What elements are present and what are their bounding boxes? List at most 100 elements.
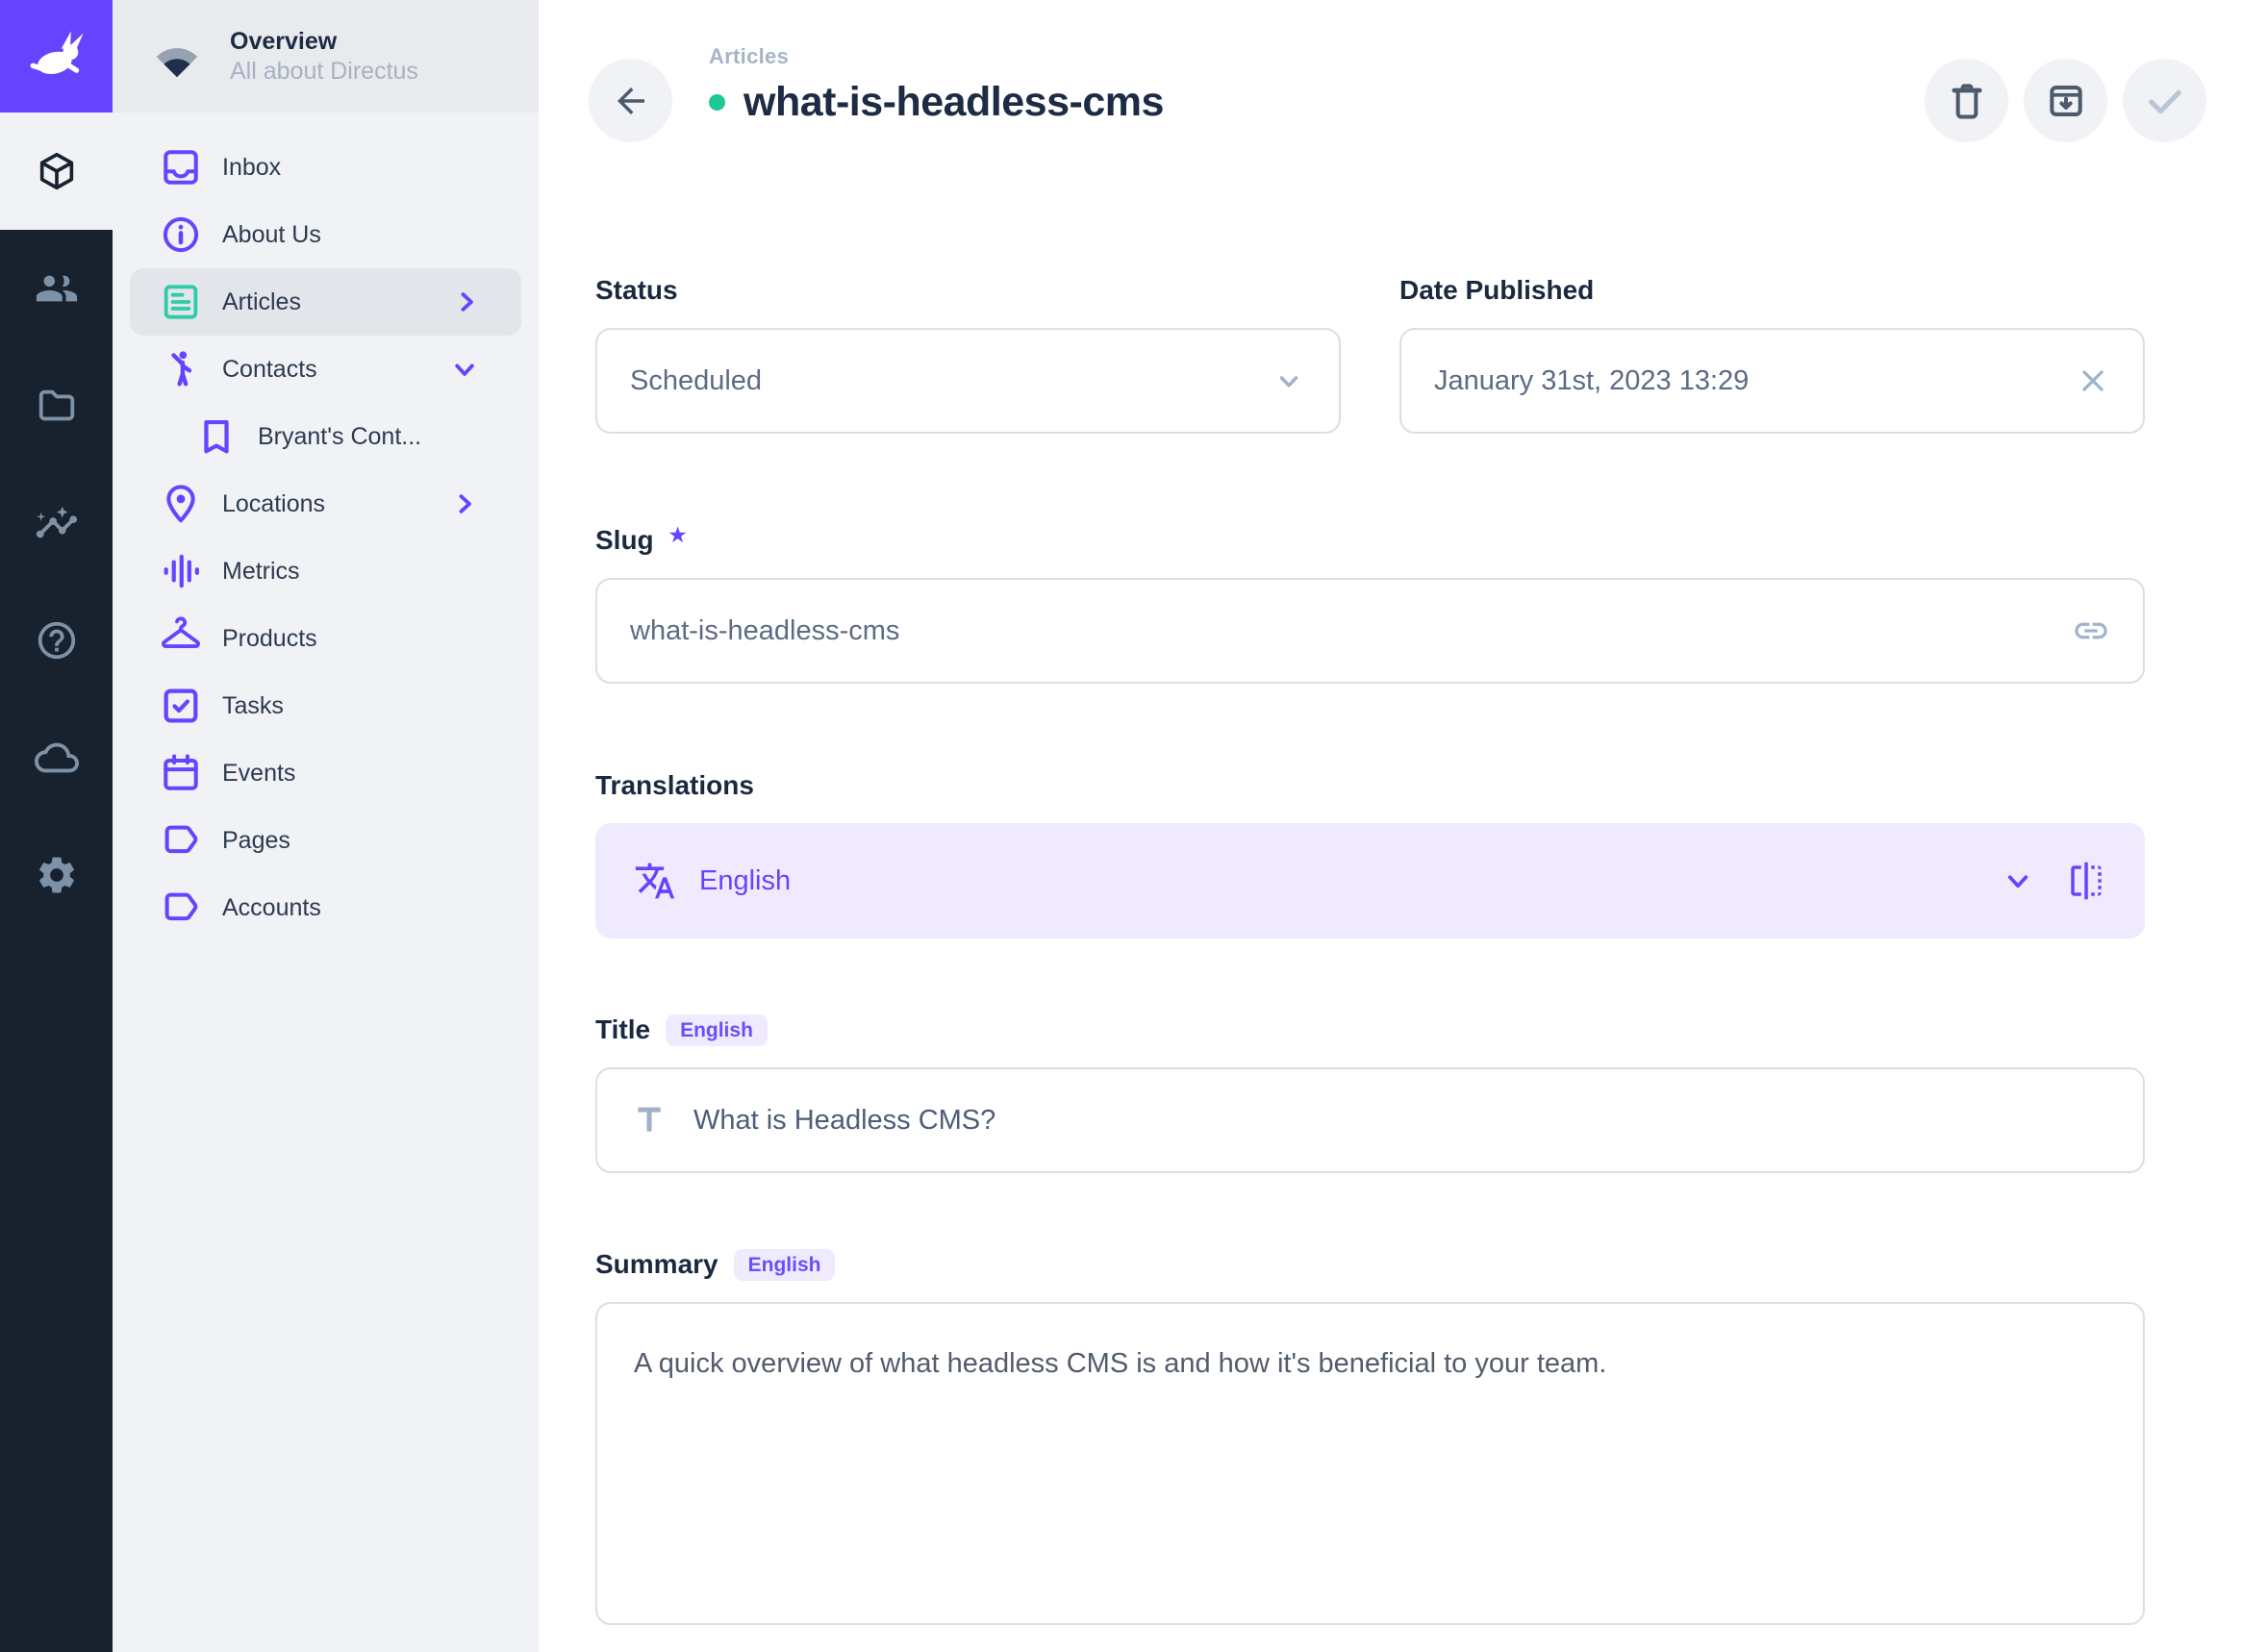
arrow-back-icon (617, 87, 644, 114)
clear-date-icon[interactable] (2076, 363, 2110, 398)
hanger-icon (162, 616, 200, 648)
insights-icon (36, 506, 77, 538)
people-icon (36, 275, 77, 302)
bookmark-icon (204, 419, 229, 454)
gear-icon (38, 857, 74, 893)
delete-button[interactable] (1925, 59, 2008, 142)
archive-button[interactable] (2024, 59, 2107, 142)
equalizer-icon (164, 554, 199, 588)
sidebar-item-accounts[interactable]: Accounts (113, 874, 539, 941)
date-published-input[interactable]: January 31st, 2023 13:29 (1399, 328, 2145, 434)
cloud-icon (34, 742, 79, 773)
sidebar-item-label: Articles (222, 288, 301, 315)
chevron-down-icon[interactable] (2001, 864, 2035, 898)
module-settings[interactable] (0, 816, 113, 934)
module-cloud[interactable] (0, 699, 113, 816)
location-pin-icon (166, 485, 195, 523)
split-view-icon[interactable] (2066, 861, 2106, 901)
summary-textarea[interactable]: A quick overview of what headless CMS is… (595, 1302, 2145, 1625)
status-label: Status (595, 275, 678, 305)
sidebar-item-locations[interactable]: Locations (113, 470, 539, 538)
project-fan-icon (156, 47, 198, 77)
title-row: what-is-headless-cms (709, 79, 1164, 126)
project-title: Overview (230, 27, 338, 55)
language-badge: English (733, 1248, 836, 1281)
inbox-icon (164, 150, 198, 185)
sidebar-item-label: Bryant's Cont... (258, 422, 422, 450)
slug-value: what-is-headless-cms (630, 614, 900, 646)
date-published-field: Date Published January 31st, 2023 13:29 (1399, 275, 2145, 434)
sidebar-item-tasks[interactable]: Tasks (113, 672, 539, 739)
sidebar-item-label: Accounts (222, 893, 321, 921)
module-bar (0, 0, 113, 1652)
module-content[interactable] (0, 113, 113, 230)
page-title: what-is-headless-cms (743, 79, 1164, 125)
trash-icon (1951, 83, 1982, 119)
calendar-icon (164, 754, 198, 790)
summary-value: A quick overview of what headless CMS is… (634, 1348, 1607, 1379)
translations-value: English (699, 864, 792, 896)
date-published-label: Date Published (1399, 275, 1595, 305)
person-waving-icon (171, 351, 192, 387)
sidebar-item-inbox[interactable]: Inbox (113, 134, 539, 201)
sidebar-item-events[interactable]: Events (113, 739, 539, 807)
save-button[interactable] (2123, 59, 2206, 142)
chevron-down-icon (455, 363, 474, 376)
chevron-right-icon (459, 494, 471, 513)
translations-selector[interactable]: English (595, 823, 2145, 939)
title-value: What is Headless CMS? (693, 1104, 996, 1136)
breadcrumb[interactable]: Articles (709, 44, 790, 68)
article-icon (164, 285, 198, 319)
label-icon (164, 892, 198, 921)
sidebar-item-pages[interactable]: Pages (113, 807, 539, 874)
sidebar-item-products[interactable]: Products (113, 605, 539, 672)
module-files[interactable] (0, 347, 113, 464)
check-icon (2148, 89, 2181, 113)
module-insights[interactable] (0, 464, 113, 582)
summary-field: Summary English A quick overview of what… (595, 1248, 2145, 1625)
sidebar-item-label: Events (222, 759, 296, 787)
header-actions (1925, 59, 2206, 142)
slug-input[interactable]: what-is-headless-cms (595, 578, 2145, 684)
chevron-right-icon (461, 292, 473, 312)
sidebar-item-about-us[interactable]: About Us (113, 201, 539, 268)
rabbit-logo-icon (29, 30, 84, 74)
link-icon[interactable] (2072, 612, 2110, 650)
item-form: Status Scheduled Date Published January … (595, 275, 2145, 1625)
sidebar-item-bryants-contacts[interactable]: Bryant's Cont... (113, 403, 539, 470)
title-field: Title English What is Headless CMS? (595, 1014, 2145, 1173)
translations-label: Translations (595, 770, 754, 800)
title-input[interactable]: What is Headless CMS? (595, 1067, 2145, 1173)
sidebar-item-label: Tasks (222, 691, 284, 719)
box-icon (39, 152, 73, 190)
title-format-icon (638, 1107, 661, 1132)
sidebar-item-label: Locations (222, 489, 326, 517)
project-switcher[interactable]: Overview All about Directus (113, 0, 539, 113)
chevron-down-icon[interactable] (1272, 363, 1306, 398)
sidebar-item-contacts[interactable]: Contacts (113, 336, 539, 403)
sidebar-item-metrics[interactable]: Metrics (113, 538, 539, 605)
sidebar-item-label: Contacts (222, 355, 317, 383)
help-icon (38, 621, 75, 660)
sidebar-item-label: Pages (222, 826, 290, 854)
back-button[interactable] (589, 59, 672, 142)
module-users[interactable] (0, 230, 113, 347)
sidebar-item-label: Inbox (222, 153, 282, 181)
navigation-sidebar: Overview All about Directus Inbox About … (113, 0, 539, 1652)
status-dot (709, 94, 725, 111)
sidebar-item-articles[interactable]: Articles (130, 268, 521, 336)
slug-label: Slug ★ (595, 525, 687, 555)
translations-field: Translations English (595, 770, 2145, 939)
required-marker: ★ (668, 525, 687, 546)
archive-icon (2049, 85, 2082, 116)
sidebar-item-label: Metrics (222, 557, 300, 585)
directus-logo[interactable] (0, 0, 113, 113)
module-help[interactable] (0, 582, 113, 699)
status-value: Scheduled (630, 364, 763, 396)
status-select[interactable]: Scheduled (595, 328, 1341, 434)
collection-list: Inbox About Us Articles (113, 134, 539, 941)
status-field: Status Scheduled (595, 275, 1341, 434)
task-check-icon (164, 688, 198, 723)
language-badge: English (666, 1014, 768, 1046)
summary-label: Summary English (595, 1248, 2145, 1281)
